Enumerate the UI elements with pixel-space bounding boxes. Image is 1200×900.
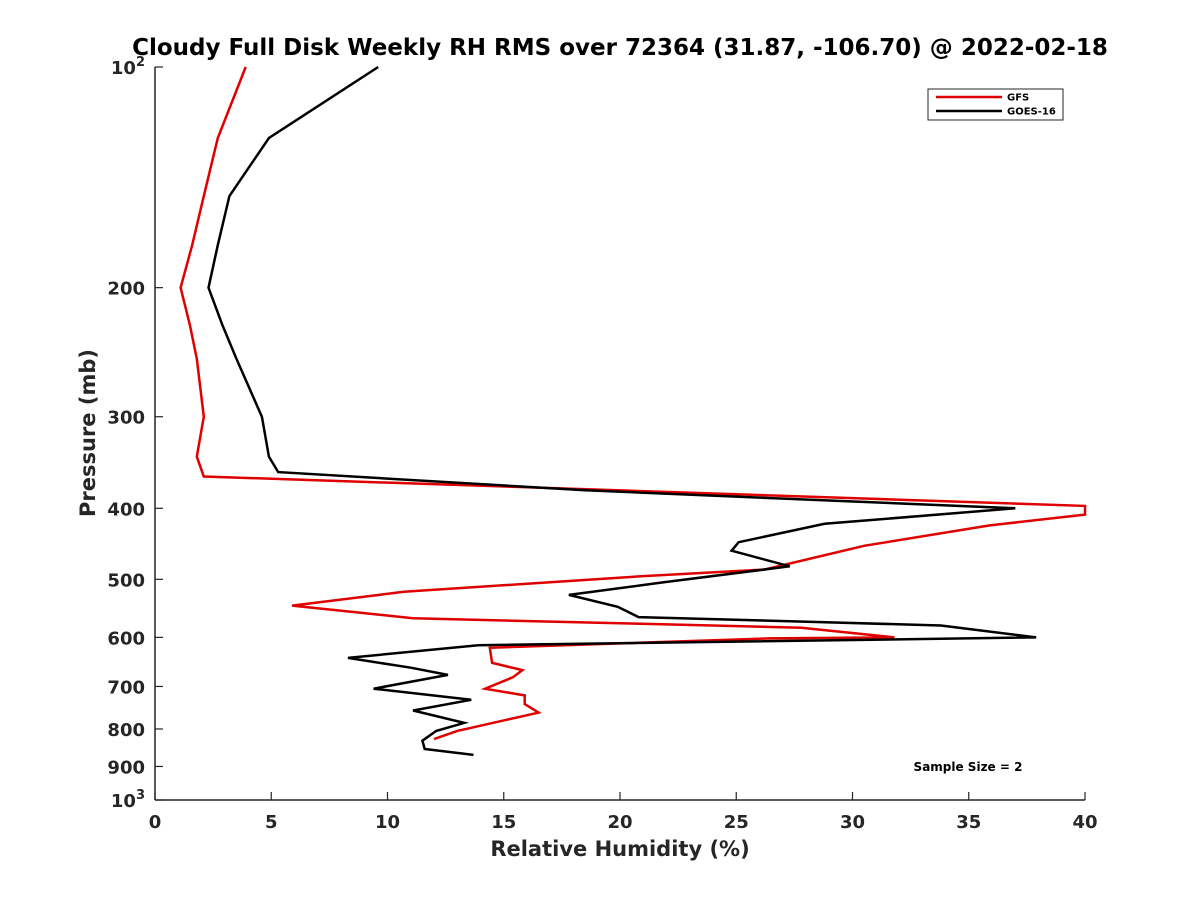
y-tick-label-base: 800 (107, 720, 145, 741)
y-tick-label-base: 600 (107, 628, 145, 649)
axes (154, 67, 1085, 801)
x-tick-label: 5 (265, 812, 278, 833)
x-tick-label: 15 (491, 812, 516, 833)
series-line-goes-16 (207, 65, 1037, 757)
y-tick-label-base: 400 (107, 499, 145, 520)
x-tick-label: 10 (375, 812, 400, 833)
x-tick-label: 25 (724, 812, 749, 833)
x-tick-label: 40 (1072, 812, 1097, 833)
x-tick-label: 20 (607, 812, 632, 833)
y-tick-label-base: 500 (107, 570, 145, 591)
legend-label: GFS (1007, 93, 1029, 104)
y-tick-label-base: 10 (111, 58, 136, 79)
y-tick-label-base: 700 (107, 677, 145, 698)
legend-label: GOES-16 (1007, 107, 1056, 118)
x-tick-label: 0 (149, 812, 162, 833)
x-tick-label: 35 (956, 812, 981, 833)
x-ticks: 0 5 10 15 20 25 30 35 40 (149, 792, 1098, 833)
y-tick-label: 400 (107, 499, 145, 520)
y-tick-label: 900 (107, 757, 145, 778)
series-lines (179, 65, 1087, 757)
y-tick-label: 700 (107, 677, 145, 698)
y-tick-label: 103 (111, 788, 145, 812)
y-tick-label-base: 200 (107, 279, 145, 300)
legend: GFS GOES-16 (927, 88, 1064, 121)
y-tick-label-base: 900 (107, 757, 145, 778)
legend-box (927, 88, 1064, 121)
x-tick-label: 30 (840, 812, 865, 833)
sample-size-annotation: Sample Size = 2 (914, 760, 1023, 774)
y-tick-label: 102 (111, 55, 145, 79)
y-tick-label: 500 (107, 570, 145, 591)
y-tick-label: 600 (107, 628, 145, 649)
y-tick-label: 800 (107, 720, 145, 741)
y-axis-label: Pressure (mb) (76, 349, 100, 517)
chart-title: Cloudy Full Disk Weekly RH RMS over 7236… (132, 35, 1108, 61)
y-tick-label-base: 300 (107, 408, 145, 429)
x-axis-label: Relative Humidity (%) (490, 837, 749, 861)
y-tick-label-exponent: 3 (136, 788, 145, 803)
y-tick-label: 200 (107, 279, 145, 300)
y-tick-label-base: 10 (111, 791, 136, 812)
y-tick-label: 300 (107, 408, 145, 429)
series-line-gfs (179, 66, 1087, 741)
y-tick-label-exponent: 2 (136, 55, 145, 70)
